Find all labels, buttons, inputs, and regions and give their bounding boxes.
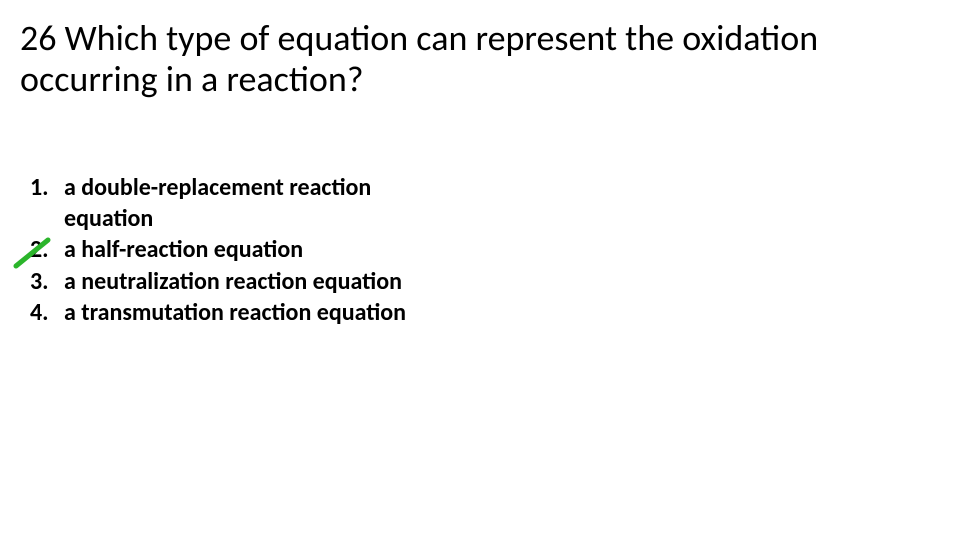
slide-container: 26 Which type of equation can represent …: [0, 0, 960, 540]
answer-item: a double-replacement reaction equation: [30, 172, 450, 234]
answer-list-container: a double-replacement reaction equation a…: [30, 172, 450, 328]
answer-item: a transmutation reaction equation: [30, 297, 450, 328]
answer-item: a half-reaction equation: [30, 234, 450, 265]
question-block: 26 Which type of equation can represent …: [20, 18, 920, 101]
answer-item: a neutralization reaction equation: [30, 266, 450, 297]
correct-answer-mark-icon: [12, 236, 52, 270]
question-text: Which type of equation can represent the…: [20, 16, 818, 101]
question-number: 26: [20, 16, 57, 60]
answer-list: a double-replacement reaction equation a…: [30, 172, 450, 328]
